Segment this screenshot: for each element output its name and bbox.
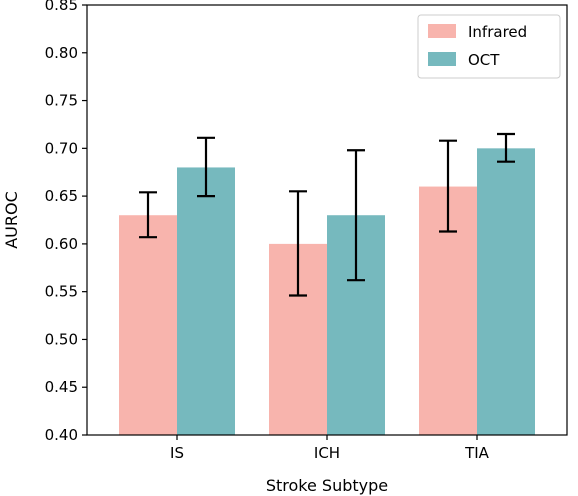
y-tick-label: 0.55	[45, 283, 78, 301]
y-tick-label: 0.50	[45, 330, 78, 348]
y-tick-label: 0.45	[45, 378, 78, 396]
error-bar-infrared-is	[139, 191, 157, 239]
y-axis-label: AUROC	[2, 191, 21, 249]
error-bar-oct-tia	[497, 132, 515, 163]
y-tick-label: 0.85	[45, 0, 78, 14]
legend-swatch-oct	[428, 52, 456, 66]
y-tick-label: 0.70	[45, 139, 78, 157]
legend-label-infrared: Infrared	[468, 23, 527, 41]
bars-layer	[119, 148, 535, 436]
legend: Infrared OCT	[417, 14, 561, 79]
y-tick-label: 0.80	[45, 44, 78, 62]
y-axis: 0.40 0.45 0.50 0.55 0.60 0.65 0.70 0.75 0.80 0.85	[45, 0, 87, 444]
legend-label-oct: OCT	[468, 51, 500, 69]
bar-oct-is	[177, 167, 235, 435]
y-tick-label: 0.75	[45, 92, 78, 110]
error-bar-oct-is	[197, 136, 215, 198]
error-bar-infrared-tia	[439, 139, 457, 233]
legend-swatch-infrared	[428, 24, 456, 38]
error-bar-infrared-ich	[289, 190, 307, 297]
error-bar-oct-ich	[347, 149, 365, 282]
x-axis-label: Stroke Subtype	[266, 476, 388, 495]
bar-infrared-is	[119, 215, 177, 435]
x-tick-label: IS	[170, 444, 184, 462]
y-tick-label: 0.40	[45, 426, 78, 444]
y-tick-label: 0.65	[45, 187, 78, 205]
bar-oct-tia	[477, 148, 535, 436]
x-axis: IS ICH TIA	[170, 435, 490, 462]
x-tick-label: TIA	[464, 444, 490, 462]
y-tick-label: 0.60	[45, 235, 78, 253]
error-bars-layer	[139, 132, 515, 297]
x-tick-label: ICH	[314, 444, 340, 462]
